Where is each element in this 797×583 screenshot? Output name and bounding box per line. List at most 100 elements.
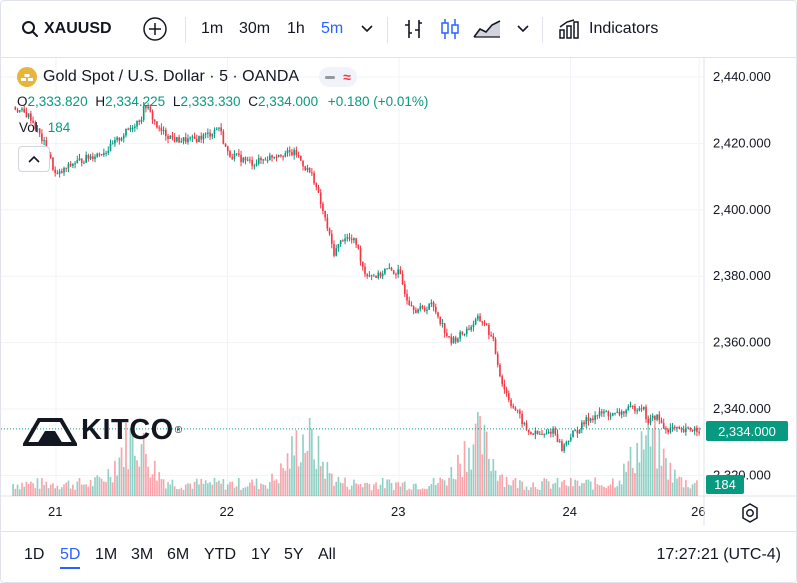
candle-body	[339, 240, 342, 244]
volume-bar	[322, 461, 324, 496]
range-5d[interactable]: 5D	[60, 546, 81, 569]
candle-body	[645, 406, 647, 420]
candle-body	[200, 135, 203, 140]
candle-body	[572, 430, 574, 438]
candle-body	[463, 333, 466, 335]
range-1m[interactable]: 1M	[95, 546, 118, 563]
candle-body	[457, 338, 459, 342]
candle-body	[364, 266, 366, 275]
bar-chart-button[interactable]	[401, 1, 427, 57]
toolbar-divider	[387, 17, 388, 43]
bar-chart-icon	[405, 20, 422, 38]
collapse-legend-button[interactable]	[18, 146, 50, 172]
interval-dropdown[interactable]	[359, 1, 375, 57]
candle-chart-button[interactable]	[437, 1, 463, 57]
candle-body	[563, 444, 565, 451]
volume-bar	[671, 482, 674, 496]
candle-body	[176, 137, 178, 142]
volume-bar	[333, 485, 335, 496]
volume-bar	[253, 485, 256, 496]
symbol-search[interactable]: XAUUSD	[21, 1, 112, 57]
volume-bar	[218, 480, 220, 496]
volume-bar	[477, 412, 479, 496]
candle-body	[446, 332, 448, 336]
candle-body	[412, 306, 415, 310]
volume-bar	[483, 424, 486, 496]
candle-body	[616, 411, 619, 413]
volume-bar	[41, 478, 43, 496]
volume-bar	[403, 481, 406, 496]
candle-body	[242, 157, 245, 163]
volume-bar	[625, 471, 627, 496]
volume-bar	[428, 486, 430, 496]
candle-body	[598, 411, 601, 416]
candle-body	[127, 128, 130, 130]
volume-bar	[419, 489, 422, 496]
range-all[interactable]: All	[318, 546, 336, 563]
candle-body	[505, 389, 508, 394]
y-tick-label: 2,400.000	[713, 202, 771, 217]
interval-5m[interactable]: 5m	[321, 20, 344, 37]
volume-bar	[609, 484, 612, 496]
range-ytd[interactable]: YTD	[204, 546, 236, 563]
candle-body	[76, 160, 79, 164]
volume-bar	[359, 484, 362, 496]
candle-body	[171, 135, 174, 138]
add-symbol-button[interactable]	[141, 1, 169, 57]
candle-body	[682, 429, 685, 433]
candle-body	[284, 153, 287, 157]
volume-bar	[337, 476, 340, 496]
price-chart[interactable]: 2,440.000 2,420.000 2,400.000 2,380.000 2,36…	[1, 58, 796, 526]
volume-bar	[638, 462, 641, 496]
candle-body	[131, 127, 134, 129]
range-1y[interactable]: 1Y	[251, 546, 271, 563]
candle-body	[408, 300, 411, 306]
range-1d[interactable]: 1D	[24, 546, 45, 563]
candle-body	[512, 406, 515, 408]
candle-body	[151, 111, 154, 120]
volume-bar	[311, 428, 313, 496]
range-3m[interactable]: 3M	[131, 546, 154, 563]
indicators-button[interactable]: Indicators	[557, 1, 658, 57]
candle-body	[443, 323, 446, 333]
candle-body	[521, 413, 523, 425]
candle-body	[52, 157, 54, 170]
candle-body	[470, 326, 473, 330]
candle-body	[392, 270, 395, 274]
volume-bar	[69, 488, 72, 496]
area-chart-button[interactable]	[471, 1, 503, 57]
volume-bar	[499, 475, 501, 496]
kitco-logo: KITCO ®	[23, 414, 182, 447]
candle-body	[209, 132, 211, 137]
candle-body	[558, 441, 561, 443]
volume-bar	[574, 479, 577, 496]
volume-bar	[299, 462, 302, 496]
volume-bar	[656, 468, 658, 496]
legend-toggle[interactable]: ≈	[319, 67, 357, 87]
y-tick-label: 2,360.000	[713, 335, 771, 350]
volume-bar	[510, 485, 512, 496]
candle-body	[264, 159, 267, 161]
volume-bar	[213, 477, 216, 496]
volume-bar	[293, 455, 295, 496]
range-6m[interactable]: 6M	[167, 546, 190, 563]
candle-body	[182, 137, 185, 142]
chart-area[interactable]: 2,440.000 2,420.000 2,400.000 2,380.000 2,36…	[1, 58, 796, 526]
candle-body	[244, 157, 247, 161]
candle-body	[426, 309, 428, 311]
volume-bar	[65, 482, 68, 496]
volume-bar	[127, 469, 130, 496]
volume-bar	[202, 483, 205, 496]
candle-body	[587, 417, 590, 422]
chart-type-dropdown[interactable]	[515, 1, 531, 57]
candle-body	[634, 406, 636, 412]
candle-body	[673, 426, 676, 428]
volume-bar	[465, 471, 468, 496]
interval-1m[interactable]: 1m	[201, 20, 224, 37]
chart-settings-button[interactable]	[739, 502, 761, 529]
range-5y[interactable]: 5Y	[284, 546, 304, 563]
candle-body	[651, 415, 654, 419]
toolbar-divider	[542, 17, 543, 43]
interval-30m[interactable]: 30m	[239, 20, 271, 37]
interval-1h[interactable]: 1h	[287, 20, 305, 37]
